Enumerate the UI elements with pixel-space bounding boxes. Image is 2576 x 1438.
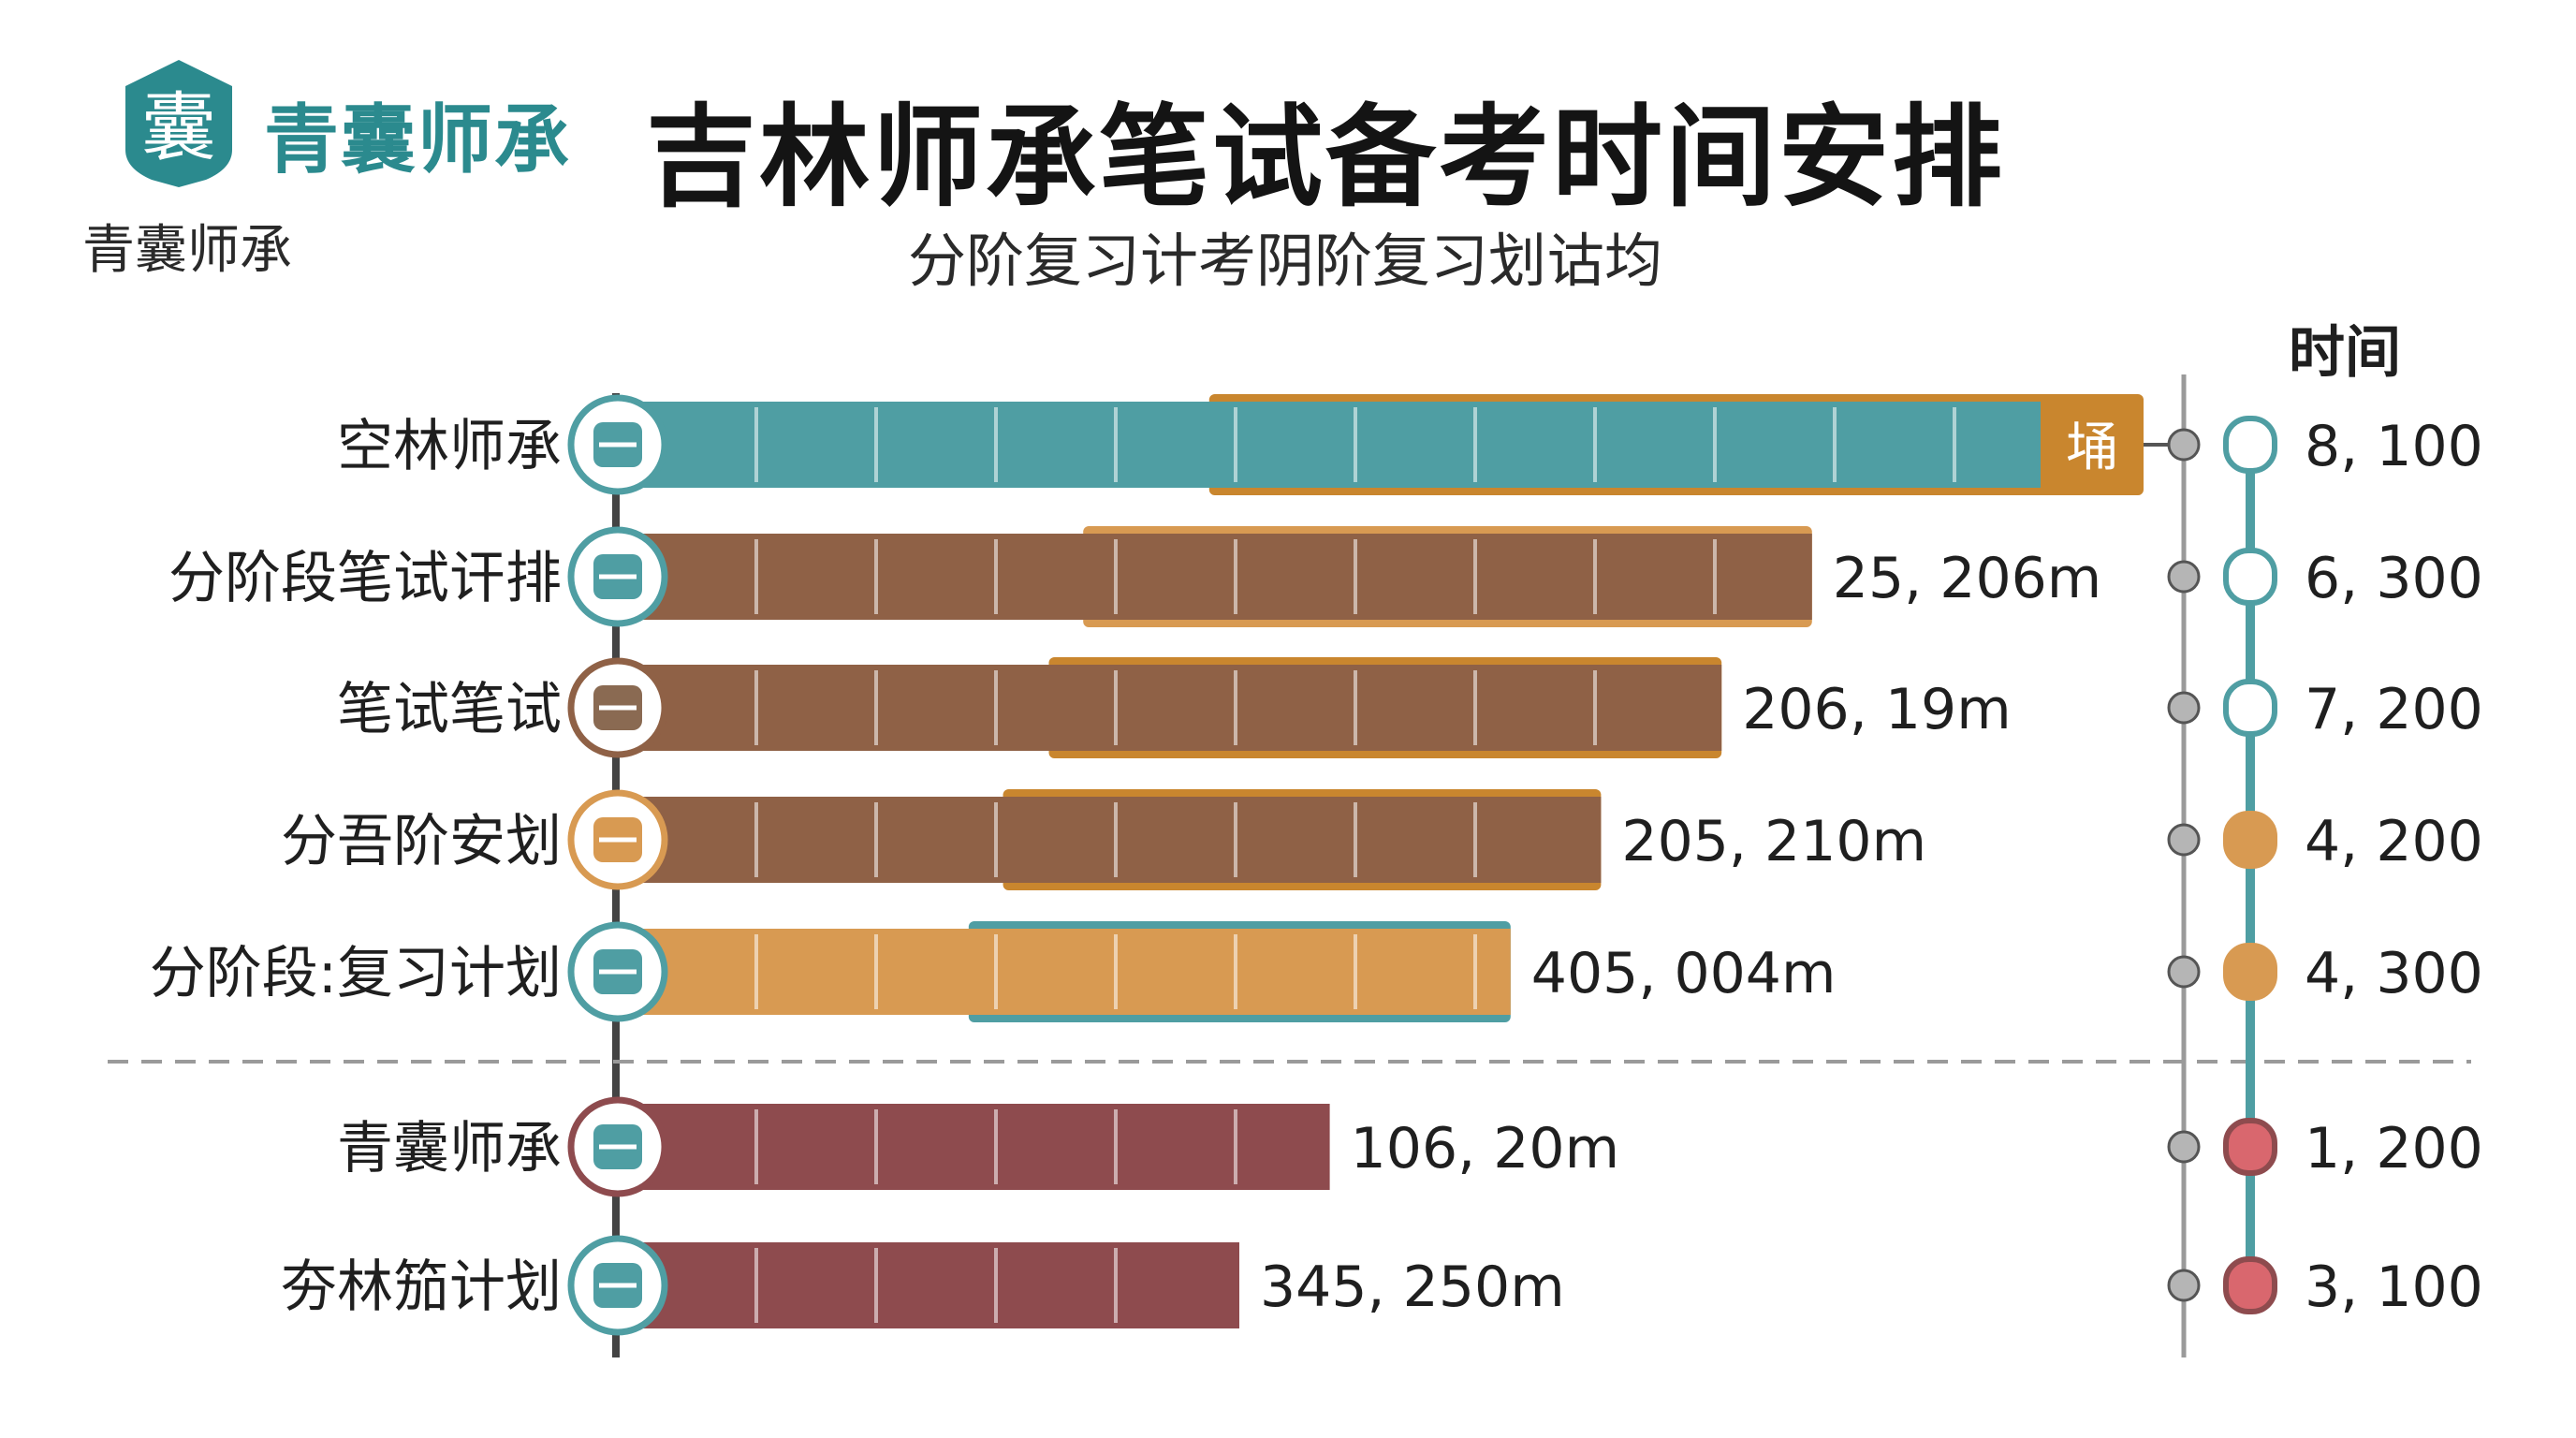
timeline-dot (2167, 428, 2201, 462)
bar (637, 929, 1511, 1015)
category-label: 分吾阶安划 (281, 809, 562, 874)
timeline-dot (2167, 691, 2201, 725)
time-value: 8, 100 (2305, 414, 2483, 479)
category-label: 分阶段笔试讦排 (168, 546, 562, 611)
timeline-dot (2167, 560, 2201, 594)
value-label: 345, 250m (1260, 1255, 1565, 1320)
bar-row (637, 526, 1812, 627)
category-label: 夯林笳计划 (281, 1255, 562, 1320)
bar (637, 534, 1812, 620)
value-label: 205, 210m (1621, 809, 1926, 874)
bar (637, 402, 2144, 488)
time-value: 1, 200 (2305, 1116, 2483, 1181)
bar (637, 1242, 1239, 1328)
timeline-dot (2167, 955, 2201, 989)
category-label: 分阶段:复习计划 (150, 941, 562, 1006)
bar-row (637, 921, 1511, 1022)
bar (637, 1104, 1330, 1190)
page-title: 吉林师承笔试备考时间安排 (646, 93, 2006, 222)
timeline-marker (2223, 679, 2277, 737)
logo-badge: 囊 (125, 60, 232, 187)
bar (637, 797, 1602, 883)
time-value: 4, 200 (2305, 809, 2483, 874)
timeline-marker (2223, 811, 2277, 869)
bar-row (637, 657, 1722, 758)
page-subtitle: 分阶复习计考阴阶复习划诂均 (908, 227, 1663, 295)
value-label: 405, 004m (1531, 941, 1837, 1006)
value-label: 106, 20m (1351, 1116, 1619, 1181)
bar-end-tag (2041, 400, 2144, 490)
bar-row (637, 789, 1602, 890)
value-label: 25, 206m (1833, 546, 2101, 611)
bar-end-tag-label: 埇 (2066, 418, 2118, 478)
value-label: 206, 19m (1742, 677, 2011, 742)
bar (637, 665, 1722, 751)
timeline-marker (2223, 416, 2277, 474)
time-column-header: 时间 (2289, 320, 2401, 386)
timeline-marker (2223, 1118, 2277, 1176)
time-value: 4, 300 (2305, 941, 2483, 1006)
time-value: 6, 300 (2305, 546, 2483, 611)
bar-row: 埇 (637, 394, 2184, 495)
bar-row (637, 1104, 1330, 1190)
timeline-dot (2167, 1269, 2201, 1302)
timeline-marker (2223, 1256, 2277, 1314)
bar-row (637, 1242, 1239, 1328)
time-value: 7, 200 (2305, 677, 2483, 742)
timeline-dot (2167, 1130, 2201, 1164)
category-label: 笔试笔试 (337, 677, 562, 742)
timeline-marker (2223, 943, 2277, 1001)
category-label: 青囊师承 (337, 1116, 562, 1181)
brand-subtitle: 青囊师承 (82, 220, 292, 281)
timeline-dot (2167, 823, 2201, 857)
svg-text:囊: 囊 (141, 84, 216, 171)
time-value: 3, 100 (2305, 1255, 2483, 1320)
brand-name: 青囊师承 (264, 96, 571, 183)
category-label: 空林师承 (337, 414, 562, 479)
timeline-marker (2223, 548, 2277, 606)
